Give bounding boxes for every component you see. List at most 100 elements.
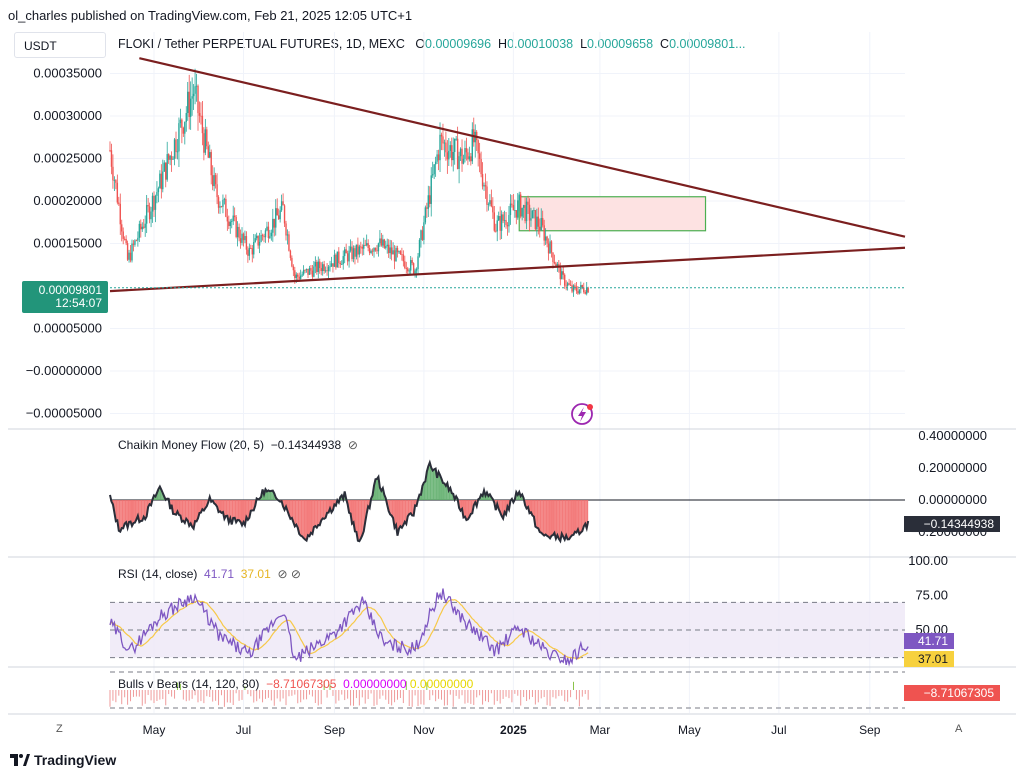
- candle: [553, 254, 556, 265]
- lightning-icon[interactable]: [571, 403, 593, 425]
- bvb-legend[interactable]: Bulls v Bears (14, 120, 80) −8.71067305 …: [118, 677, 473, 691]
- cmf-area-segment: [585, 500, 587, 529]
- hide-eye-icon[interactable]: ⊘ ⊘: [277, 567, 301, 581]
- cmf-area-segment: [297, 500, 300, 534]
- candle-body: [442, 136, 444, 144]
- candle-body: [440, 134, 443, 137]
- tradingview-logo: TradingView: [10, 752, 116, 768]
- candle: [267, 221, 270, 243]
- candle-body: [481, 174, 484, 187]
- candle: [213, 167, 215, 192]
- candle: [547, 238, 550, 261]
- x-tick-label: Nov: [413, 723, 434, 737]
- candle: [279, 206, 281, 223]
- cmf-area-segment: [580, 500, 583, 533]
- candle: [184, 121, 186, 145]
- candle-body: [118, 202, 120, 204]
- upper-resistance-trendline: [139, 57, 906, 238]
- cmf-area-segment: [428, 462, 430, 500]
- candle: [555, 261, 557, 267]
- cmf-area-segment: [293, 500, 295, 527]
- candle-body: [572, 285, 575, 292]
- cmf-area-segment: [299, 500, 301, 536]
- cmf-area-segment: [359, 500, 361, 542]
- cmf-area-segment: [394, 500, 397, 528]
- candle-body: [189, 98, 192, 117]
- cmf-area-segment: [356, 500, 358, 541]
- candle: [546, 235, 548, 248]
- candle-body: [165, 162, 167, 180]
- candle: [261, 233, 264, 241]
- candle: [380, 232, 383, 247]
- symbol-title[interactable]: FLOKI / Tether PERPETUAL FUTURES, 1D, ME…: [118, 37, 405, 51]
- cmf-area-segment: [221, 500, 223, 513]
- cmf-area-segment: [225, 500, 228, 516]
- zoom-button[interactable]: Z: [56, 723, 63, 735]
- candle-body: [172, 158, 174, 160]
- candle-body: [420, 230, 422, 240]
- cmf-area-segment: [429, 462, 432, 500]
- candle-body: [562, 271, 564, 275]
- candle: [329, 260, 331, 272]
- symbol-legend: FLOKI / Tether PERPETUAL FUTURES, 1D, ME…: [118, 37, 746, 51]
- candle-body: [380, 238, 383, 246]
- candle: [115, 179, 117, 190]
- cmf-area-segment: [569, 500, 571, 540]
- candle-body: [465, 148, 468, 153]
- cmf-area-segment: [376, 476, 379, 500]
- candle-body: [140, 223, 142, 230]
- rsi-legend[interactable]: RSI (14, close) 41.71 37.01 ⊘ ⊘: [118, 567, 301, 581]
- cmf-area-segment: [190, 500, 193, 527]
- x-tick-label: May: [678, 723, 701, 737]
- candle: [151, 192, 154, 223]
- candle-body: [210, 152, 212, 176]
- candle-body: [235, 217, 237, 237]
- candle: [478, 142, 481, 173]
- cmf-area-segment: [467, 500, 470, 520]
- auto-scale-button[interactable]: A: [955, 723, 963, 735]
- tradingview-logo-icon: [10, 754, 30, 766]
- cmf-area-segment: [133, 500, 135, 524]
- candle-body: [586, 287, 588, 294]
- candle: [497, 211, 500, 222]
- y-tick-label: 0.00020000: [33, 193, 102, 208]
- candle: [307, 268, 309, 278]
- candle-body: [518, 194, 520, 201]
- candle: [304, 269, 306, 274]
- candle: [125, 235, 127, 246]
- cmf-area-segment: [563, 500, 565, 540]
- candle: [203, 127, 205, 161]
- candle: [258, 232, 261, 254]
- candle: [495, 223, 497, 233]
- candle: [166, 141, 168, 182]
- candle: [483, 182, 485, 191]
- candle: [302, 265, 305, 276]
- candle-body: [339, 263, 341, 265]
- rsi-tick-label: 75.00: [915, 588, 948, 603]
- cmf-area-segment: [240, 500, 243, 526]
- cmf-area-segment: [545, 500, 548, 536]
- candle-body: [351, 246, 353, 260]
- candle: [456, 126, 459, 170]
- supply-zone: [518, 196, 707, 232]
- candle: [277, 208, 280, 220]
- candle: [109, 141, 111, 153]
- candle-body: [288, 234, 290, 251]
- cmf-area-segment: [140, 500, 143, 521]
- candle-body: [341, 264, 343, 265]
- candle: [175, 131, 177, 159]
- cmf-legend[interactable]: Chaikin Money Flow (20, 5) −0.14344938 ⊘: [118, 438, 358, 452]
- candle: [343, 246, 346, 264]
- candle-body: [371, 250, 374, 252]
- candle: [269, 229, 271, 239]
- candle-body: [459, 148, 462, 157]
- candle: [404, 255, 406, 270]
- hide-eye-icon[interactable]: ⊘: [347, 438, 358, 452]
- cmf-area-segment: [202, 500, 204, 511]
- candle-body: [305, 268, 308, 270]
- candle-body: [241, 233, 243, 243]
- cmf-area-segment: [121, 500, 124, 529]
- currency-selector[interactable]: USDT: [14, 32, 106, 58]
- cmf-area-segment: [294, 500, 297, 527]
